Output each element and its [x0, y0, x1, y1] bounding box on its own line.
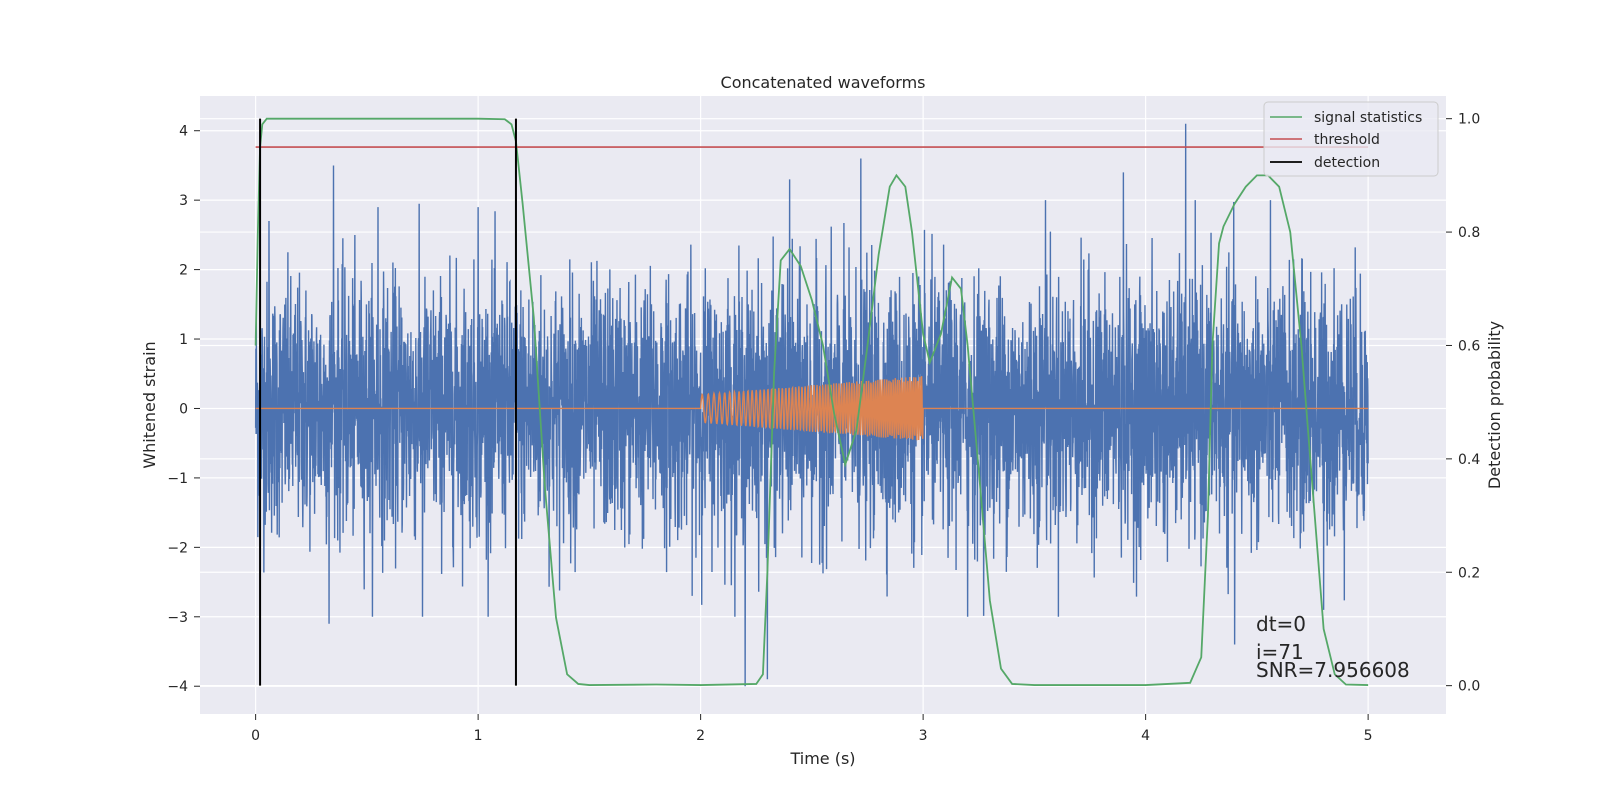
legend: signal statistics threshold detection: [1263, 101, 1439, 177]
x-axis-label: Time (s): [789, 749, 855, 768]
annotation-dt: dt=0: [1256, 612, 1306, 636]
y2-tick-label: 0.8: [1458, 225, 1480, 241]
y-tick-label: 0: [179, 401, 188, 417]
left-y-ticks: −4 −3 −2 −1 0 1 2 3 4: [167, 124, 200, 695]
chart-title: Concatenated waveforms: [721, 73, 926, 92]
y2-axis-label: Detection probability: [1485, 321, 1504, 489]
y-tick-label: 1: [179, 332, 188, 348]
y2-tick-label: 0.4: [1458, 452, 1480, 468]
y2-tick-label: 0.0: [1458, 679, 1480, 695]
y-tick-label: −4: [167, 679, 188, 695]
x-tick-label: 2: [696, 728, 705, 744]
series-line-signal-statistics: [254, 117, 1369, 686]
legend-box: [1263, 101, 1439, 177]
x-ticks: 0 1 2 3 4 5: [251, 714, 1373, 744]
y2-tick-label: 1.0: [1458, 112, 1480, 128]
y-tick-label: 4: [179, 124, 188, 140]
legend-label-threshold: threshold: [1314, 132, 1380, 148]
y-axis-label: Whitened strain: [140, 341, 159, 468]
x-tick-label: 3: [919, 728, 928, 744]
right-y-ticks: 0.0 0.2 0.4 0.6 0.8 1.0: [1446, 112, 1480, 695]
annotation-snr: SNR=7.956608: [1256, 658, 1410, 682]
x-tick-label: 5: [1364, 728, 1373, 744]
y-tick-label: 3: [179, 193, 188, 209]
y-tick-label: −3: [167, 610, 188, 626]
x-tick-label: 4: [1141, 728, 1150, 744]
series-layer: [254, 117, 1369, 687]
annotation-index: i=71: [1256, 640, 1304, 664]
y2-tick-label: 0.2: [1458, 565, 1480, 581]
y2-tick-label: 0.6: [1458, 338, 1480, 354]
y-tick-label: −1: [167, 471, 188, 487]
series-line-injection: [255, 376, 1369, 441]
x-tick-label: 0: [251, 728, 260, 744]
y-tick-label: 2: [179, 263, 188, 279]
legend-label-signal-statistics: signal statistics: [1314, 110, 1422, 126]
legend-label-detection: detection: [1314, 155, 1380, 171]
x-tick-label: 1: [474, 728, 483, 744]
y-tick-label: −2: [167, 540, 188, 556]
